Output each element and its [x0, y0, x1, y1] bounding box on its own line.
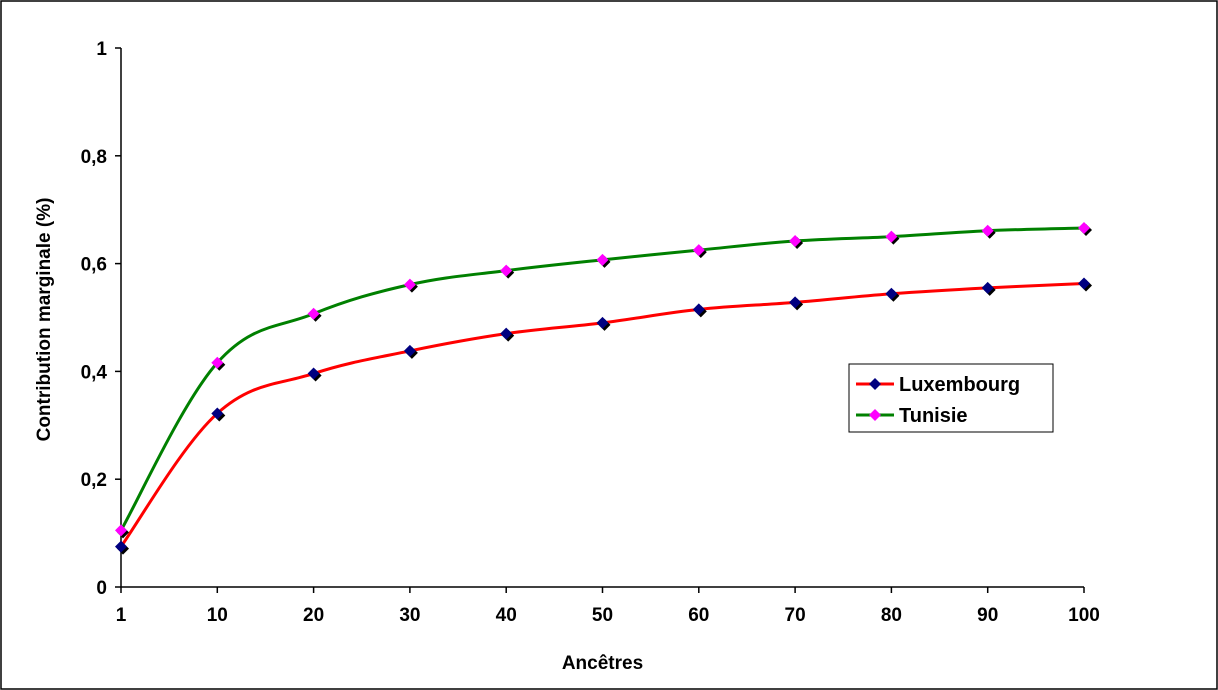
data-point: [981, 224, 994, 237]
data-point: [596, 253, 609, 266]
x-tick-label: 60: [688, 605, 709, 626]
x-tick-label: 40: [496, 605, 517, 626]
y-axis-title: Contribution marginale (%): [34, 198, 55, 442]
data-point: [115, 524, 127, 537]
data-point: [307, 307, 320, 320]
legend-marker: [869, 378, 881, 390]
x-tick-label: 90: [977, 605, 998, 626]
data-point: [211, 356, 224, 369]
legend-label: Tunisie: [899, 405, 968, 427]
series: [115, 222, 1092, 555]
x-tick-label: 10: [207, 605, 228, 626]
series-line: [119, 282, 1085, 548]
data-point: [500, 264, 513, 277]
data-point: [307, 367, 320, 380]
data-point: [885, 287, 898, 300]
y-tick-label: 0: [96, 578, 107, 599]
x-tick-label: 50: [592, 605, 613, 626]
legend-label: Luxembourg: [899, 374, 1020, 396]
series-tunisie: [115, 222, 1092, 539]
data-point: [789, 234, 802, 247]
x-tick-label: 80: [881, 605, 902, 626]
x-axis-title: Ancêtres: [562, 653, 643, 674]
y-tick-label: 0,4: [81, 362, 108, 383]
legend-marker: [869, 409, 881, 421]
legend: Luxembourg Tunisie: [848, 363, 1054, 433]
data-point: [115, 540, 127, 553]
x-tick-label: 70: [785, 605, 806, 626]
y-tick-label: 0,2: [81, 470, 107, 491]
y-tick-label: 1: [96, 39, 107, 60]
data-point: [885, 230, 898, 243]
data-point: [596, 316, 609, 329]
data-point: [692, 303, 705, 316]
axes: 0 0,2 0,4 0,6 0,8 1 1 10 20 30 40 50 60 70 80 90 100: [81, 39, 1100, 626]
series-luxembourg: [115, 277, 1092, 555]
data-point: [211, 407, 224, 420]
x-tick-label: 1: [116, 605, 127, 626]
data-point: [500, 327, 513, 340]
y-tick-label: 0,6: [81, 255, 107, 276]
x-tick-label: 100: [1068, 605, 1100, 626]
data-point: [403, 278, 416, 291]
data-point: [692, 244, 705, 257]
data-point: [1078, 222, 1090, 235]
series-line: [119, 226, 1085, 532]
x-tick-label: 20: [303, 605, 324, 626]
data-point: [981, 281, 994, 294]
y-tick-label: 0,8: [81, 147, 107, 168]
data-point: [789, 296, 802, 309]
legend-box: [848, 363, 1054, 433]
x-tick-label: 30: [399, 605, 420, 626]
data-point: [403, 344, 416, 357]
data-point: [1078, 277, 1090, 290]
